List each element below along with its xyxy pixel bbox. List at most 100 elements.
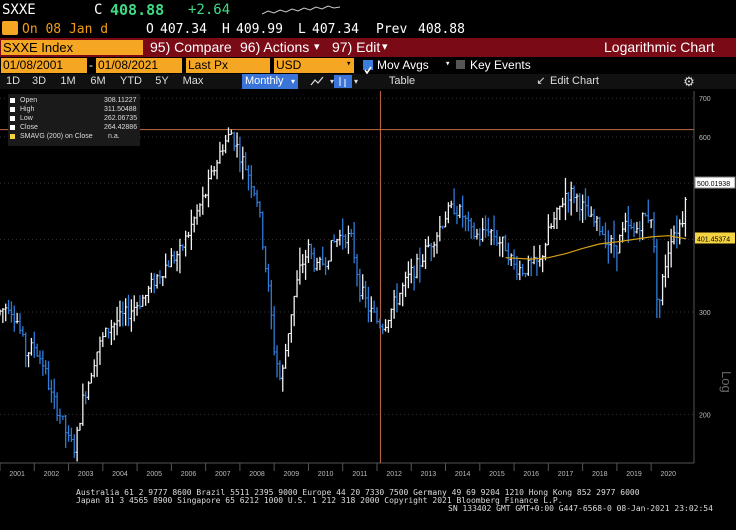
prev-value: 408.88 — [418, 22, 465, 37]
x-tick-label: 2016 — [523, 471, 539, 478]
low-value: 407.34 — [312, 22, 359, 37]
gear-icon[interactable]: ⚙ — [683, 74, 695, 89]
y-tick-label: 300 — [699, 310, 711, 317]
x-tick-label: 2003 — [78, 471, 94, 478]
high-value: 409.99 — [236, 22, 283, 37]
legend-swatch — [10, 116, 15, 121]
y-tick-label: 700 — [699, 96, 711, 103]
edit-button[interactable]: 97) Edit — [332, 39, 381, 55]
y-tick-label: 200 — [699, 412, 711, 419]
quote-subheader: On 08 Jan d O 407.34 H 409.99 L 407.34 P… — [0, 20, 736, 38]
sma-price-tag — [695, 232, 735, 244]
period-1d[interactable]: 1D — [5, 75, 21, 87]
y-axis-title: Log — [719, 371, 734, 393]
ticker-symbol: SXXE — [2, 2, 36, 18]
legend-value: 262.06735 — [104, 115, 138, 122]
legend-swatch — [10, 98, 15, 103]
legend-row-open: Open 308.11227 — [8, 96, 140, 105]
footer-line-2: Japan 81 3 4565 8900 Singapore 65 6212 1… — [76, 496, 563, 505]
smavg-line[interactable] — [505, 235, 687, 260]
sparkline-chart — [262, 5, 341, 15]
plot-area — [0, 91, 694, 463]
period-5y[interactable]: 5Y — [155, 75, 169, 87]
x-tick-label: 2012 — [386, 471, 402, 478]
edit-chart-button[interactable]: Edit Chart — [550, 75, 599, 87]
legend-row-low: Low 262.06735 — [8, 114, 140, 123]
line-dropdown-icon[interactable]: ▾ — [329, 77, 334, 86]
date-separator: - — [89, 58, 93, 72]
legend-swatch — [10, 107, 15, 112]
change-value: +2.64 — [188, 2, 231, 18]
x-tick-label: 2001 — [9, 471, 25, 478]
currency-select[interactable]: USD — [274, 58, 354, 73]
x-tick-label: 2017 — [558, 471, 574, 478]
actions-dropdown-icon[interactable]: ▾ — [314, 41, 320, 53]
x-tick-label: 2011 — [352, 471, 367, 478]
frequency-select[interactable]: Monthly — [242, 74, 298, 89]
mov-avgs-dropdown-icon[interactable]: ▾ — [445, 59, 451, 69]
high-label: H — [222, 22, 230, 37]
quote-header: SXXE C 408.88 +2.64 — [0, 0, 736, 20]
price-chart[interactable]: 2003004005006007002001200220032004200520… — [0, 89, 736, 486]
bar-dropdown-icon[interactable]: ▾ — [353, 77, 358, 86]
chart-legend: Open 308.11227 High 311.50488 Low 262.06735… — [8, 94, 140, 146]
controls-row: 01/08/2001 - 01/08/2021 Last Px USD ▾ Mo… — [0, 57, 736, 75]
edit-chart-icon[interactable]: ↙ — [536, 75, 546, 87]
close-value: 408.88 — [110, 1, 165, 19]
x-tick-label: 2015 — [489, 471, 505, 478]
price-field-select[interactable]: Last Px — [186, 58, 270, 73]
currency-dropdown-icon[interactable]: ▾ — [346, 59, 352, 69]
x-tick-label: 2005 — [146, 471, 162, 478]
period-6m[interactable]: 6M — [90, 75, 106, 87]
x-tick-label: 2013 — [421, 471, 437, 478]
legend-label: Open — [20, 97, 38, 104]
low-label: L — [298, 22, 306, 37]
bar-chart-icon[interactable] — [334, 75, 352, 88]
key-events-label: Key Events — [470, 58, 531, 72]
legend-swatch — [10, 134, 15, 139]
x-tick-label: 2004 — [112, 471, 128, 478]
legend-label: SMAVG (200) on Close — [20, 133, 93, 140]
y-tick-label: 600 — [699, 135, 711, 142]
table-button[interactable]: Table — [388, 75, 416, 87]
frequency-dropdown-icon[interactable]: ▾ — [290, 77, 295, 86]
period-max[interactable]: Max — [182, 75, 204, 87]
x-tick-label: 2018 — [592, 471, 608, 478]
x-tick-label: 2006 — [181, 471, 197, 478]
footer-line-3: SN 133402 GMT GMT+0:00 G447-6568-0 08-Ja… — [448, 504, 713, 513]
last-price-tag — [694, 176, 736, 189]
last-price-label: 500.01938 — [697, 181, 730, 188]
line-chart-icon[interactable] — [310, 76, 324, 87]
security-field[interactable]: SXXE Index — [1, 40, 143, 55]
legend-value: 264.42886 — [104, 124, 138, 131]
function-toolbar: SXXE Index 95) Compare 96) Actions ▾ 97)… — [0, 38, 736, 57]
open-value: 407.34 — [160, 22, 207, 37]
period-3d[interactable]: 3D — [31, 75, 47, 87]
compare-button[interactable]: 95) Compare — [150, 39, 232, 55]
x-tick-label: 2009 — [284, 471, 300, 478]
period-1m[interactable]: 1M — [60, 75, 76, 87]
prev-label: Prev — [376, 22, 408, 37]
period-ytd[interactable]: YTD — [120, 75, 142, 87]
alert-gauge-icon[interactable] — [2, 21, 18, 35]
edit-dropdown-icon[interactable]: ▾ — [382, 41, 388, 53]
legend-value: 308.11227 — [104, 97, 137, 104]
x-tick-label: 2014 — [455, 471, 471, 478]
x-tick-label: 2010 — [318, 471, 334, 478]
close-label: C — [94, 2, 103, 18]
chart-mode-title: Logarithmic Chart — [604, 39, 715, 55]
x-tick-label: 2002 — [44, 471, 60, 478]
legend-row-smavg: SMAVG (200) on Close n.a. — [8, 132, 140, 141]
legend-swatch — [10, 125, 15, 130]
ohlc-icon — [339, 77, 346, 87]
checkmark-icon — [364, 66, 372, 75]
mov-avgs-checkbox[interactable] — [363, 60, 373, 75]
end-date-input[interactable]: 01/08/2021 — [96, 58, 182, 73]
actions-button[interactable]: 96) Actions — [240, 39, 310, 55]
start-date-input[interactable]: 01/08/2001 — [1, 58, 87, 73]
key-events-checkbox[interactable] — [456, 60, 465, 69]
open-label: O — [146, 22, 154, 37]
x-tick-label: 2007 — [215, 471, 231, 478]
legend-label: High — [20, 106, 35, 113]
mov-avgs-label: Mov Avgs — [377, 58, 429, 72]
